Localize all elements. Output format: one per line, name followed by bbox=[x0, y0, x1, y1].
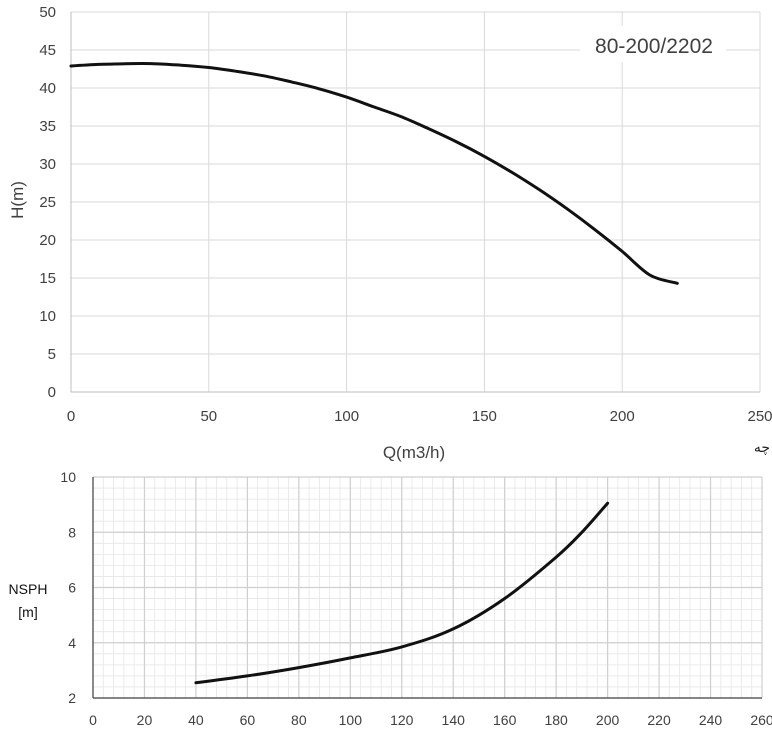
npsh-chart-grid bbox=[92, 476, 763, 699]
model-label-background bbox=[580, 26, 726, 62]
npsh-chart-x-tick-label: 140 bbox=[442, 712, 466, 728]
npsh-chart-y-axis-label-line1: NSPH bbox=[9, 581, 48, 597]
head-chart-y-tick-label: 5 bbox=[48, 346, 56, 363]
npsh-chart-x-tick-label: 40 bbox=[188, 712, 204, 728]
npsh-curve-chart: 0 20 40 60 80 100 120 140 160 180 200 220 240 260 2 4 6 8… bbox=[9, 469, 772, 728]
head-chart-x-tick-label: 200 bbox=[610, 408, 635, 425]
npsh-chart-x-tick-label: 220 bbox=[647, 712, 671, 728]
npsh-chart-series bbox=[194, 501, 610, 685]
npsh-chart-x-tick-label: 240 bbox=[699, 712, 723, 728]
head-curve-chart: 0 5 10 15 20 25 30 35 40 45 50 0 50 100 150 200 250 80-2… bbox=[8, 4, 772, 462]
head-chart-y-tick-label: 20 bbox=[39, 232, 56, 249]
npsh-chart-y-tick-label: 6 bbox=[68, 580, 76, 596]
npsh-chart-y-tick-label: 8 bbox=[68, 524, 76, 540]
head-chart-y-tick-label: 50 bbox=[39, 4, 56, 21]
npsh-chart-y-tick-label: 2 bbox=[68, 690, 76, 706]
model-label: 80-200/2202 bbox=[595, 35, 713, 58]
head-chart-y-tick-label: 25 bbox=[39, 194, 56, 211]
head-chart-y-tick-label: 35 bbox=[39, 118, 56, 135]
head-chart-x-axis-label: Q(m3/h) bbox=[383, 443, 445, 462]
npsh-chart-x-tick-label: 20 bbox=[137, 712, 153, 728]
head-chart-y-tick-label: 10 bbox=[39, 308, 56, 325]
npsh-chart-x-tick-label: 200 bbox=[596, 712, 620, 728]
head-chart-series bbox=[69, 62, 679, 285]
head-chart-ticks: 0 5 10 15 20 25 30 35 40 45 50 0 50 100 150 200 250 bbox=[39, 4, 772, 425]
npsh-chart-y-tick-label: 4 bbox=[68, 635, 76, 651]
npsh-chart-x-tick-label: 260 bbox=[750, 712, 772, 728]
head-chart-y-tick-label: 15 bbox=[39, 270, 56, 287]
head-chart-grid bbox=[70, 11, 761, 393]
npsh-chart-x-tick-label: 60 bbox=[240, 712, 256, 728]
npsh-chart-x-tick-label: 100 bbox=[339, 712, 363, 728]
head-chart-y-tick-label: 40 bbox=[39, 80, 56, 97]
head-chart-y-tick-label: 0 bbox=[48, 384, 56, 401]
head-chart-y-axis-label: H(m) bbox=[8, 181, 27, 219]
head-curve-line bbox=[69, 62, 679, 285]
npsh-chart-y-axis-label-line2: [m] bbox=[18, 604, 37, 620]
head-chart-x-tick-label: 250 bbox=[747, 408, 772, 425]
npsh-chart-x-tick-label: 160 bbox=[493, 712, 517, 728]
npsh-curve-line bbox=[194, 501, 610, 685]
stray-caption: چه bbox=[754, 440, 770, 456]
npsh-chart-x-tick-label: 80 bbox=[291, 712, 307, 728]
head-chart-y-tick-label: 30 bbox=[39, 156, 56, 173]
npsh-chart-y-tick-label: 10 bbox=[60, 469, 76, 485]
npsh-chart-ticks: 0 20 40 60 80 100 120 140 160 180 200 220 240 260 2 4 6 8… bbox=[60, 469, 772, 728]
head-chart-x-tick-label: 150 bbox=[472, 408, 497, 425]
head-chart-x-tick-label: 0 bbox=[67, 408, 75, 425]
head-chart-x-tick-label: 100 bbox=[334, 408, 359, 425]
head-chart-y-tick-label: 45 bbox=[39, 42, 56, 59]
npsh-chart-x-tick-label: 0 bbox=[89, 712, 97, 728]
npsh-chart-x-tick-label: 180 bbox=[544, 712, 568, 728]
head-chart-x-tick-label: 50 bbox=[200, 408, 217, 425]
npsh-chart-x-tick-label: 120 bbox=[390, 712, 414, 728]
